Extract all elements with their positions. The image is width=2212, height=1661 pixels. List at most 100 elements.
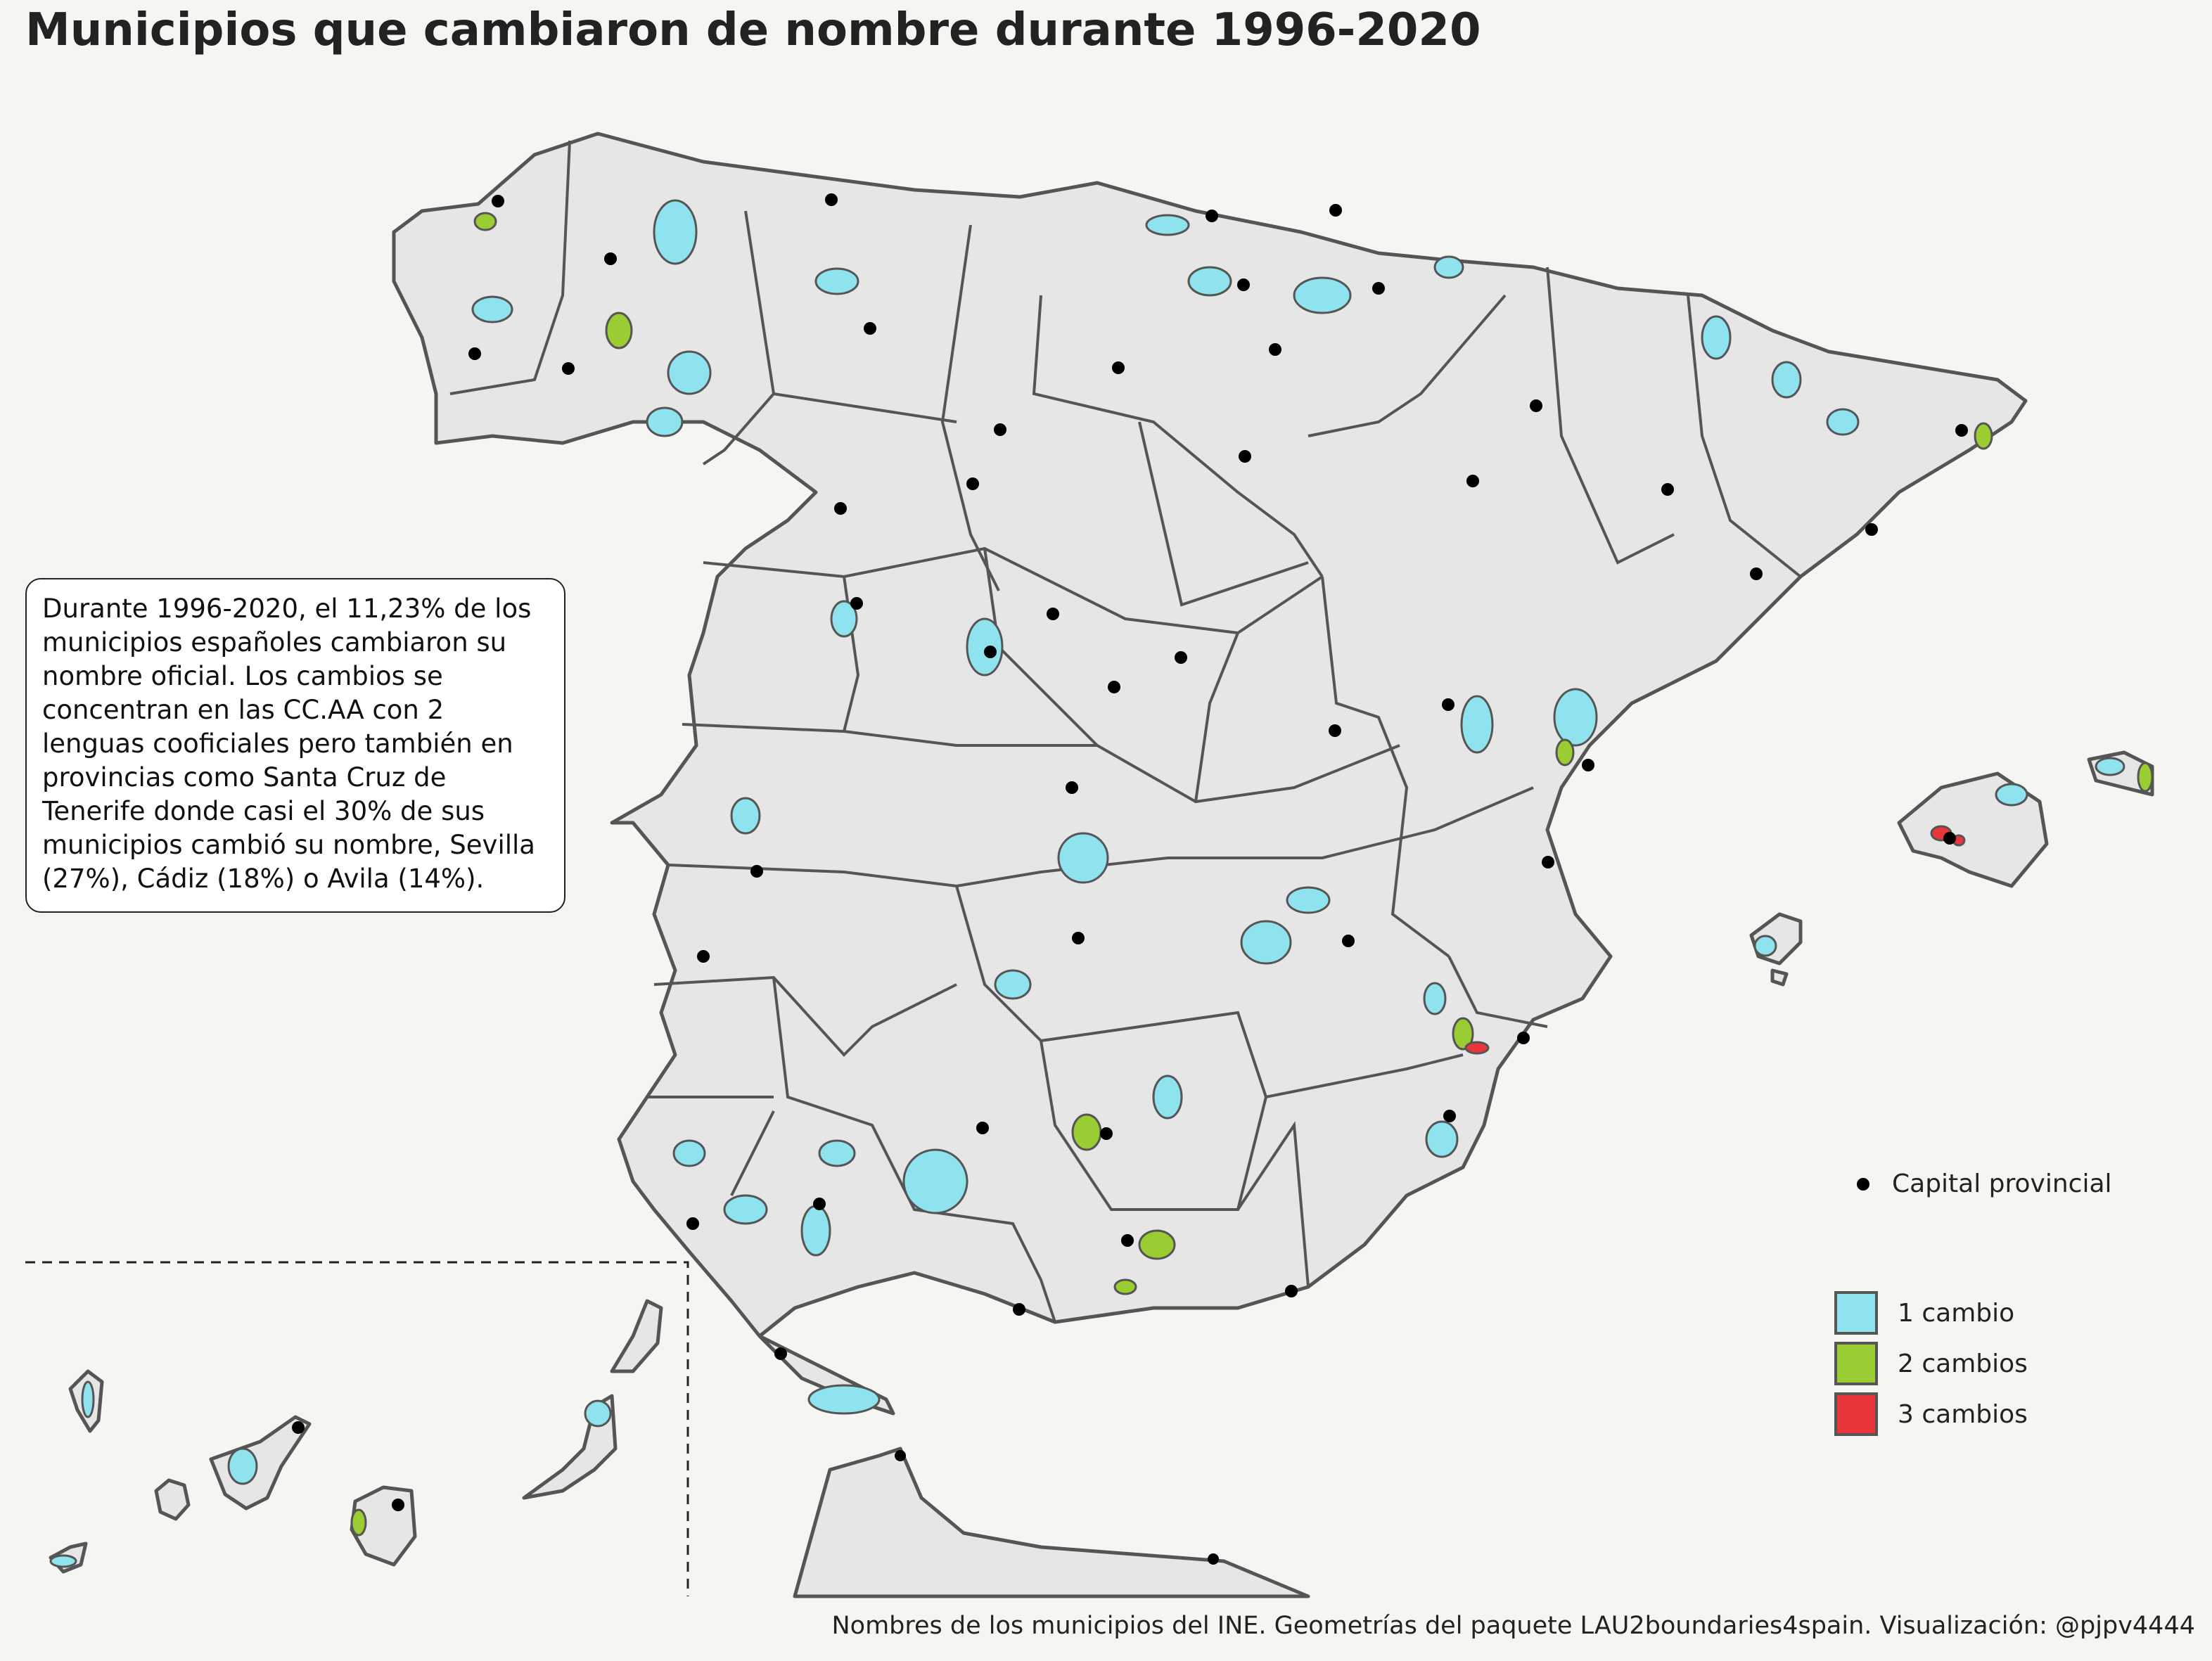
capital-dot [850, 597, 863, 610]
municipality-patch [1425, 1120, 1459, 1158]
municipality-patch [814, 267, 859, 295]
capital-dot [1530, 399, 1542, 412]
capital-dot [1175, 651, 1187, 664]
mainland-spain [392, 132, 2028, 1416]
capital-dot [1100, 1127, 1113, 1140]
municipality-patch [1057, 832, 1109, 884]
capital-dot [966, 477, 979, 490]
legend-swatch-2 [1834, 1342, 1878, 1385]
summary-annotation: Durante 1996-2020, el 11,23% de los muni… [25, 578, 565, 913]
legend-swatch-3 [1834, 1392, 1878, 1436]
capital-dot [1329, 724, 1341, 737]
capital-dot [1047, 608, 1059, 620]
municipality-patch [473, 212, 497, 231]
municipality-patch [2137, 762, 2154, 793]
capital-dot [1750, 567, 1763, 580]
municipality-patch [994, 969, 1032, 1000]
legend-capital-label: Capital provincial [1892, 1169, 2112, 1198]
municipality-patch [800, 1205, 831, 1257]
municipality-patch [723, 1194, 768, 1225]
capital-dot [1285, 1285, 1298, 1297]
capital-dot [1442, 698, 1455, 711]
municipality-patch [584, 1399, 612, 1428]
municipality-patch [1464, 1041, 1490, 1055]
capital-dot [1237, 278, 1250, 291]
legend-item-3-cambios: 3 cambios [1834, 1392, 2028, 1436]
capital-dot [1372, 282, 1385, 295]
capital-dot [774, 1347, 787, 1360]
capital-dot [813, 1198, 826, 1210]
capital-dot [1072, 932, 1085, 944]
island-la-gomera [154, 1478, 191, 1521]
legend-item-1-cambio: 1 cambio [1834, 1291, 2014, 1335]
island-tenerife [209, 1415, 312, 1511]
legend-item-2-cambios: 2 cambios [1834, 1342, 2028, 1385]
changed-municipalities [49, 199, 2154, 1568]
capital-dot [1329, 204, 1342, 217]
island-lanzarote [610, 1299, 663, 1373]
municipality-patch [1555, 738, 1575, 767]
municipality-patch [966, 617, 1004, 676]
municipality-patch [1826, 408, 1860, 436]
capital-dot [1582, 759, 1594, 771]
capital-dot [976, 1122, 989, 1134]
legend-swatch-1 [1834, 1291, 1878, 1335]
municipality-patch [653, 199, 698, 265]
north-africa-coast [793, 1447, 1310, 1598]
municipality-patch [667, 350, 712, 395]
municipality-patch [471, 295, 513, 323]
municipality-patch [830, 600, 858, 638]
capital-dot [1661, 483, 1674, 496]
capital-dot [1269, 343, 1281, 356]
capital-dot [468, 347, 481, 360]
capital-dot [895, 1450, 906, 1461]
capital-dot [1206, 210, 1218, 222]
municipality-patch [1113, 1278, 1137, 1295]
capital-dot [1108, 681, 1120, 693]
municipality-patch [81, 1380, 95, 1418]
island-formentera [1770, 968, 1789, 987]
map-title: Municipios que cambiaron de nombre duran… [25, 4, 1481, 56]
municipality-patch [902, 1148, 968, 1214]
provincial-capitals [292, 193, 1968, 1565]
canary-inset-divider [25, 1261, 689, 1596]
municipality-patch [605, 312, 633, 349]
municipality-patch [1423, 982, 1447, 1015]
capital-dot [1943, 832, 1956, 845]
municipality-patch [1145, 214, 1190, 236]
capital-dot [1517, 1032, 1530, 1044]
municipality-patch [1286, 886, 1331, 914]
municipality-patch [1293, 276, 1352, 314]
capital-dot [1121, 1234, 1134, 1247]
legend-label-2: 2 cambios [1898, 1349, 2028, 1378]
capital-dot [1112, 361, 1125, 374]
capital-dot [864, 322, 876, 335]
municipality-patch [1995, 783, 2028, 807]
municipality-patch [2095, 757, 2125, 776]
municipality-patch [646, 406, 684, 437]
capital-dot [492, 195, 504, 207]
capital-dot [697, 950, 710, 963]
legend-capital: Capital provincial [1841, 1169, 2112, 1198]
municipality-patch [1152, 1075, 1183, 1120]
municipality-patch [1187, 266, 1232, 297]
municipality-patch [818, 1139, 856, 1167]
legend-label-3: 3 cambios [1898, 1399, 2028, 1429]
capital-dot [392, 1499, 404, 1511]
capital-dot [984, 646, 997, 658]
capital-dot [1955, 424, 1968, 437]
municipality-patch [1553, 688, 1598, 747]
capital-dot [1542, 856, 1554, 868]
capital-dot [1443, 1110, 1456, 1122]
capital-dot-icon [1857, 1177, 1869, 1191]
capital-dot [1013, 1303, 1025, 1316]
municipality-patch [807, 1384, 881, 1415]
capital-dot [1342, 935, 1355, 947]
capital-dot [1239, 450, 1251, 463]
municipality-patch [672, 1139, 706, 1167]
legend-label-1: 1 cambio [1898, 1298, 2015, 1328]
municipality-patch [1433, 255, 1464, 279]
municipality-patch [1460, 695, 1494, 754]
municipality-patch [227, 1447, 258, 1485]
